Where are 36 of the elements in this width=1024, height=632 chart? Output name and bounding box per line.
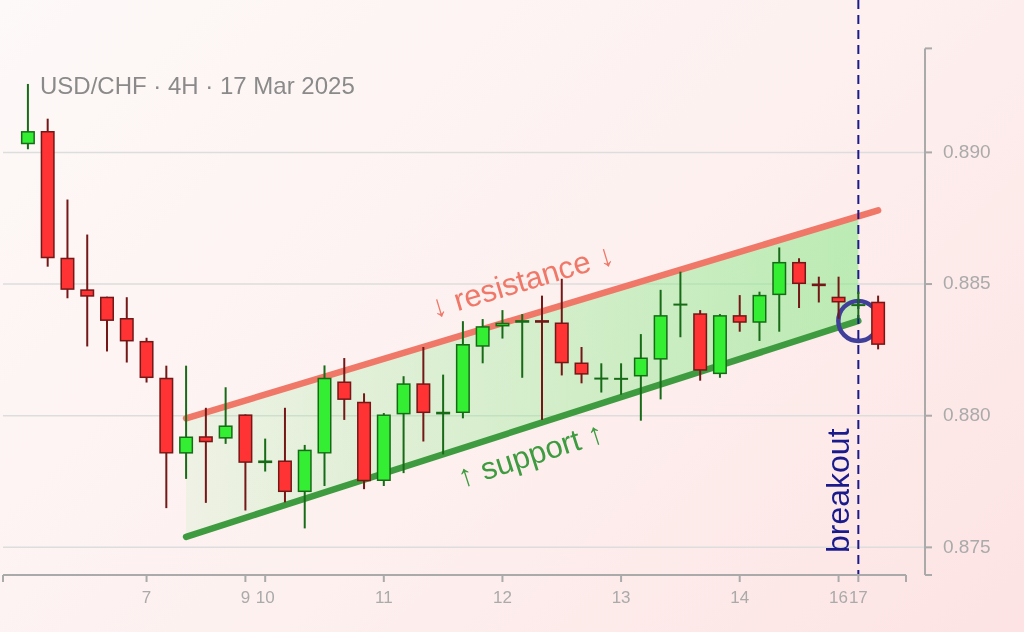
y-tick-label: 0.890 bbox=[943, 140, 991, 162]
candlestick bbox=[574, 345, 589, 385]
y-tick-label: 0.885 bbox=[943, 272, 991, 294]
x-tick-label: 16 bbox=[829, 587, 849, 607]
candlestick bbox=[495, 309, 510, 340]
candlestick bbox=[515, 313, 530, 379]
candlestick bbox=[80, 233, 95, 348]
candlestick bbox=[20, 82, 35, 151]
candlestick bbox=[475, 318, 490, 365]
candlestick bbox=[851, 290, 866, 320]
text: ↑ support ↑ bbox=[452, 414, 608, 495]
x-tick-label: 7 bbox=[141, 587, 152, 607]
candlestick bbox=[831, 275, 846, 320]
candlestick bbox=[100, 295, 114, 353]
candlestick bbox=[258, 437, 273, 473]
text: USD/CHF · 4H · 17 Mar 2025 bbox=[40, 72, 355, 100]
candlestick bbox=[119, 296, 134, 364]
candlestick bbox=[673, 270, 688, 339]
x-tick-label: 12 bbox=[492, 587, 512, 607]
x-tick-label: 17 bbox=[848, 587, 868, 607]
candlestick bbox=[218, 386, 233, 445]
candlestick bbox=[594, 362, 609, 394]
candlestick bbox=[179, 364, 194, 480]
ref-line-label: breakout bbox=[820, 428, 857, 553]
x-tick-label: 14 bbox=[730, 587, 750, 607]
candlestick bbox=[614, 362, 629, 396]
x-tick-label: 9 bbox=[240, 587, 251, 607]
x-tick-label: 10 bbox=[255, 587, 275, 607]
x-tick-label: 13 bbox=[611, 587, 631, 607]
y-tick-label: 0.880 bbox=[943, 403, 991, 425]
candlestick bbox=[633, 333, 648, 422]
candlestick bbox=[337, 357, 352, 421]
candlestick bbox=[198, 406, 213, 504]
candlestick bbox=[792, 257, 807, 310]
x-tick-label: 11 bbox=[374, 587, 393, 607]
y-tick-label: 0.875 bbox=[943, 535, 991, 557]
